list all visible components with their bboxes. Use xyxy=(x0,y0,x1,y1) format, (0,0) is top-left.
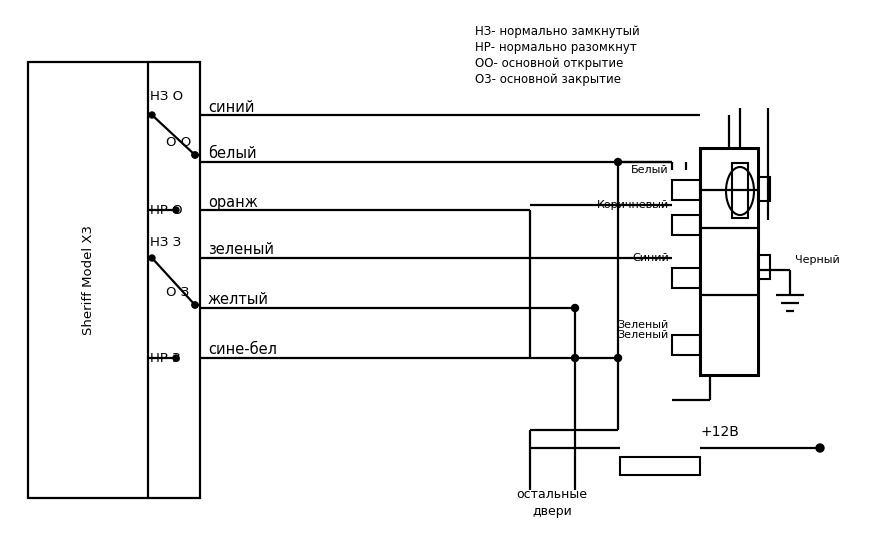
Bar xyxy=(672,335,700,355)
Text: НЗ О: НЗ О xyxy=(150,90,183,103)
Circle shape xyxy=(192,302,198,308)
Text: зеленый: зеленый xyxy=(208,243,274,257)
Bar xyxy=(758,255,770,279)
Text: белый: белый xyxy=(208,147,256,161)
Circle shape xyxy=(571,305,578,311)
Text: остальные: остальные xyxy=(516,488,588,502)
Text: двери: двери xyxy=(532,506,572,518)
Bar xyxy=(758,177,770,201)
Circle shape xyxy=(149,255,155,261)
Text: Sheriff Model X3: Sheriff Model X3 xyxy=(81,225,95,335)
Bar xyxy=(620,457,700,475)
Text: НЗ З: НЗ З xyxy=(150,235,181,248)
Circle shape xyxy=(816,444,824,452)
Bar xyxy=(672,180,700,200)
Text: О3- основной закрытие: О3- основной закрытие xyxy=(475,74,621,86)
Circle shape xyxy=(614,158,621,166)
Text: желтый: желтый xyxy=(208,292,269,307)
Text: НР- нормально разомкнут: НР- нормально разомкнут xyxy=(475,41,636,55)
Text: синий: синий xyxy=(208,99,255,114)
Bar xyxy=(700,148,758,375)
Text: Черный: Черный xyxy=(795,255,840,265)
Bar xyxy=(672,268,700,288)
Text: Белый: Белый xyxy=(631,165,669,175)
Circle shape xyxy=(571,354,578,362)
Circle shape xyxy=(173,355,179,361)
Text: сине-бел: сине-бел xyxy=(208,343,277,358)
Text: Зеленый: Зеленый xyxy=(618,330,669,340)
Circle shape xyxy=(192,152,198,158)
Text: НР О: НР О xyxy=(150,204,183,217)
Text: Синий: Синий xyxy=(632,253,669,263)
Text: НР З: НР З xyxy=(150,352,180,364)
Text: О О: О О xyxy=(166,137,191,150)
Text: НЗ- нормально замкнутый: НЗ- нормально замкнутый xyxy=(475,26,640,39)
Text: Коричневый: Коричневый xyxy=(597,200,669,210)
Circle shape xyxy=(149,112,155,118)
Text: оранж: оранж xyxy=(208,195,258,209)
Bar xyxy=(672,215,700,235)
Bar xyxy=(28,62,200,498)
Circle shape xyxy=(192,302,198,308)
Text: О З: О З xyxy=(166,286,189,299)
Circle shape xyxy=(614,354,621,362)
Circle shape xyxy=(192,152,198,158)
Text: ОО- основной открытие: ОО- основной открытие xyxy=(475,57,623,70)
Bar xyxy=(732,163,748,218)
Circle shape xyxy=(173,207,179,213)
Text: +12В: +12В xyxy=(700,425,739,439)
Text: Зеленый: Зеленый xyxy=(618,320,669,330)
